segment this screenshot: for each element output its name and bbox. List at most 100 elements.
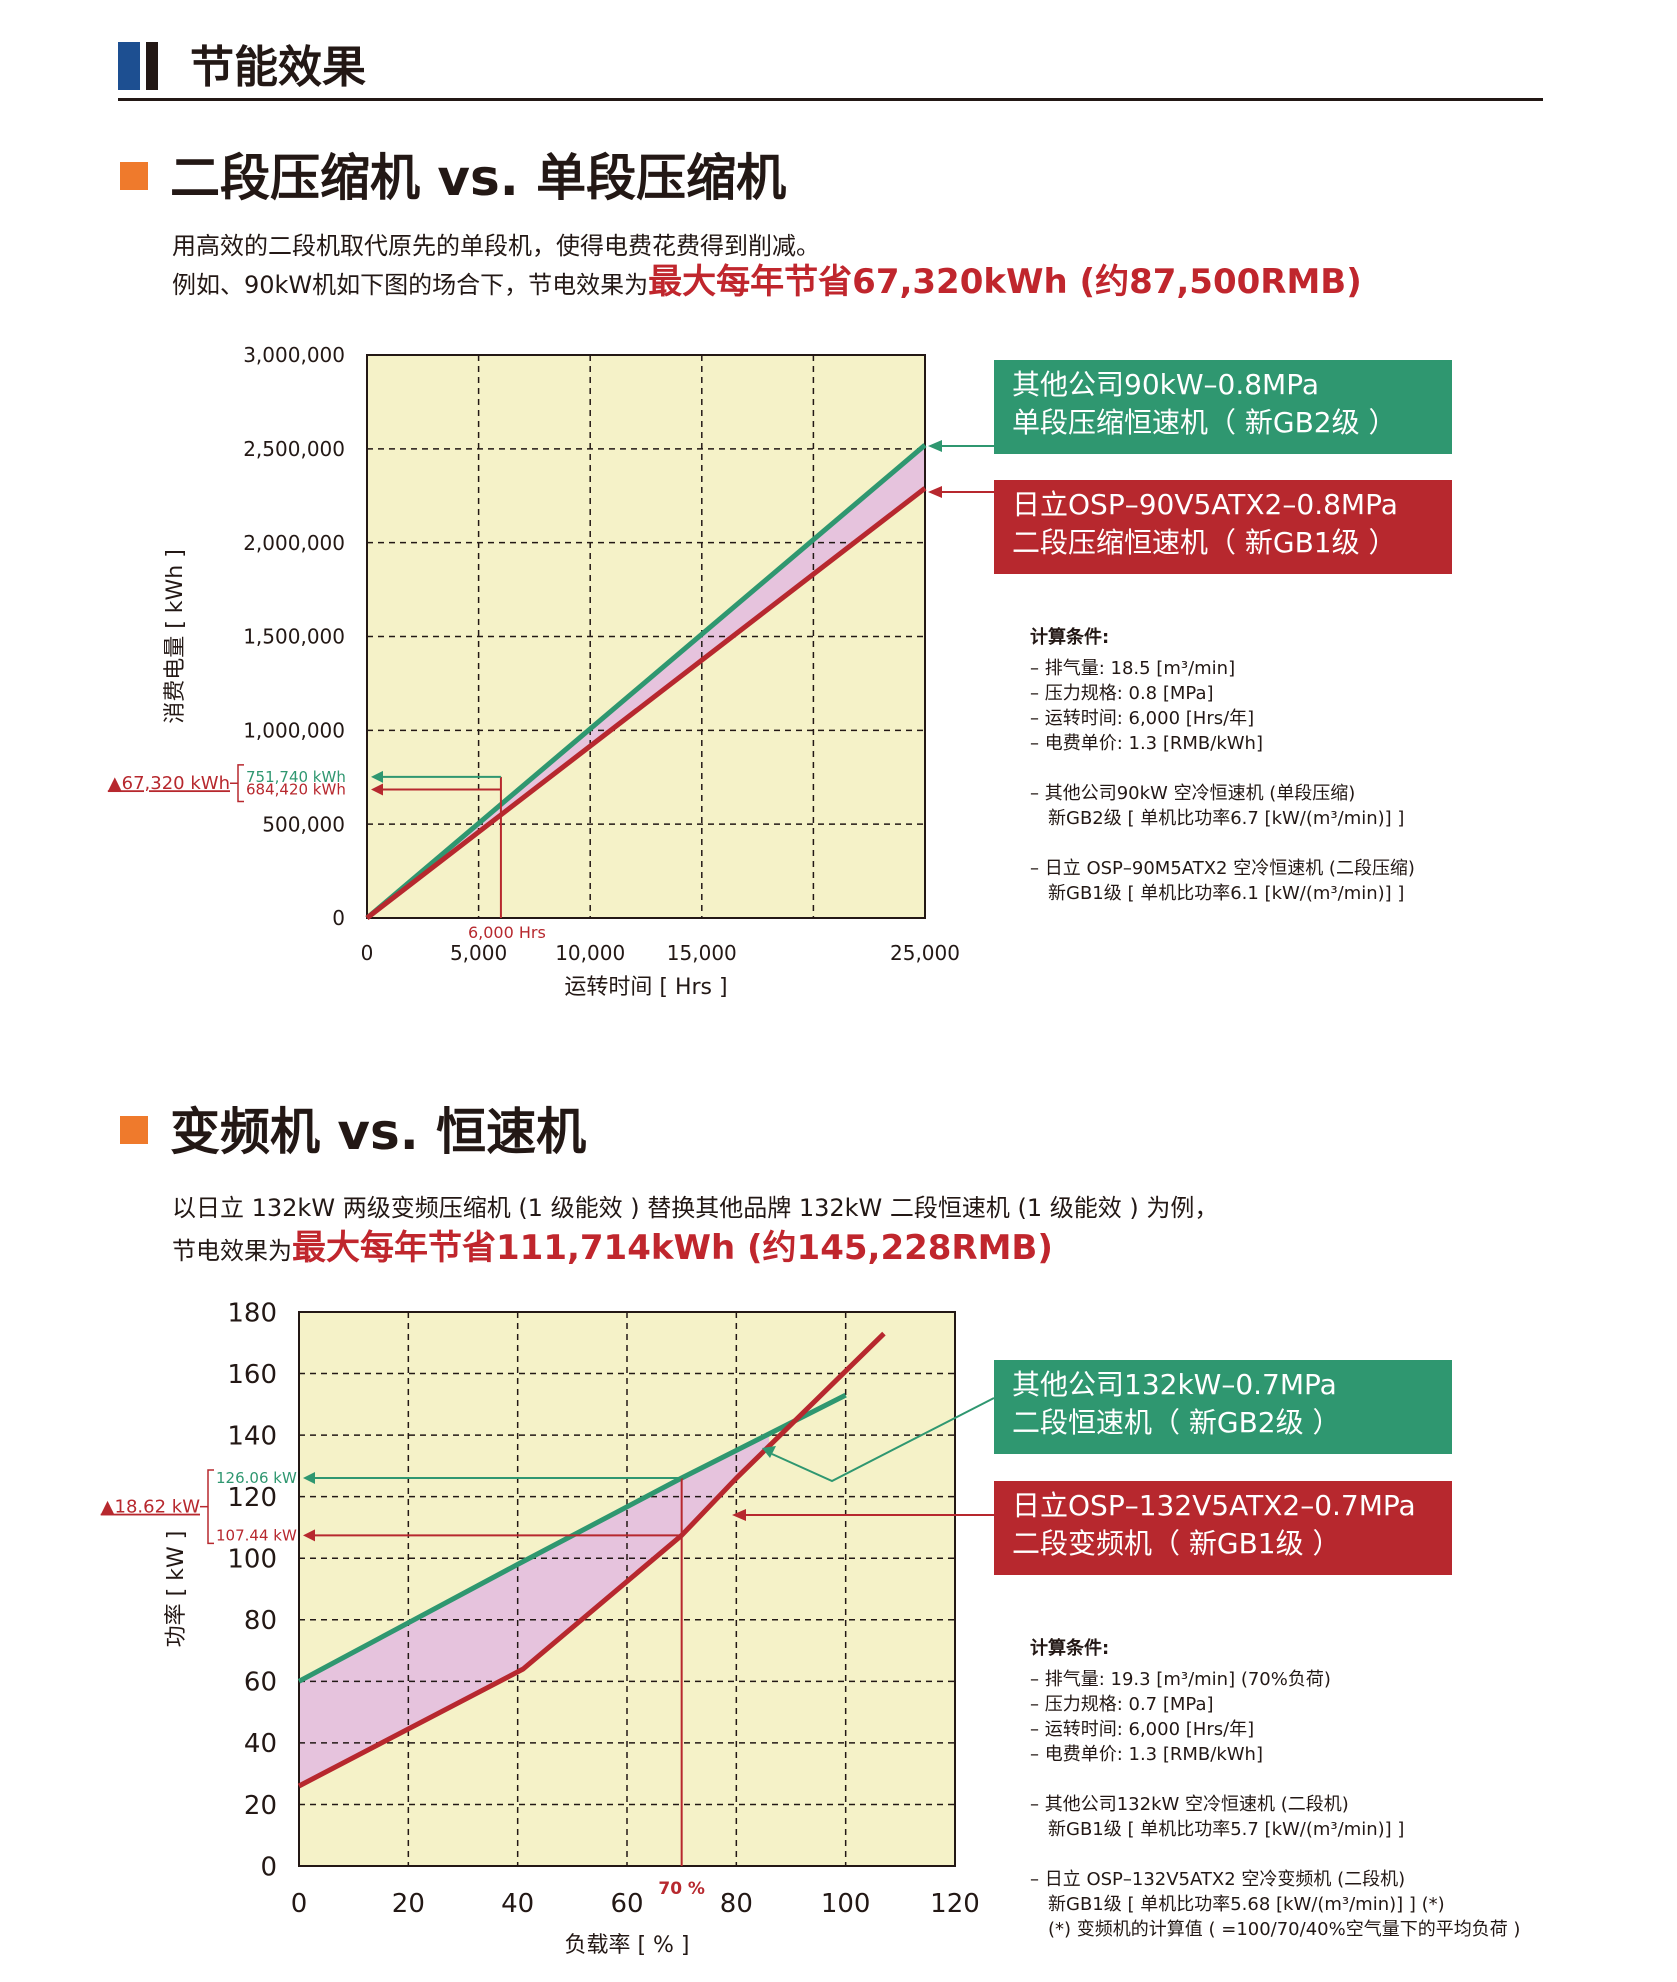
conditions2-item: – 运转时间: 6,000 [Hrs/年] [1030,1719,1255,1740]
orange-square-icon [120,161,148,190]
chart2-x-tick-label: 120 [930,1889,980,1919]
chart2-y-tick-label: 160 [227,1360,277,1390]
conditions2-other-1: – 其他公司132kW 空冷恒速机 (二段机) [1030,1794,1349,1815]
chart2-legend-green-line2: 二段恒速机（ 新GB2级 ） [1012,1406,1341,1439]
chart2-legend-red-line1: 日立OSP–132V5ATX2–0.7MPa [1012,1489,1416,1522]
chart2-green-arrowhead [303,1472,315,1485]
conditions2-item: – 压力规格: 0.7 [MPa] [1030,1694,1214,1715]
chart2-y-tick-label: 60 [244,1668,277,1698]
chart1-legend-red: 日立OSP–90V5ATX2–0.8MPa 二段压缩恒速机（ 新GB1级 ） [994,480,1452,574]
chart2-x-tick-label: 20 [392,1889,425,1919]
chart2-y-tick-label: 0 [260,1852,277,1882]
section1-line1: 用高效的二段机取代原先的单段机，使得电费花费得到削减。 [172,232,820,260]
conditions1-item: – 压力规格: 0.8 [MPa] [1030,683,1214,704]
chart2-x-tick-label: 60 [610,1889,643,1919]
section1-title-text: 二段压缩机 vs. 单段压缩机 [170,149,787,207]
chart2-red-arrowhead [303,1529,315,1542]
chart2-plot-border [298,1311,956,1867]
conditions1-item: – 排气量: 18.5 [m³/min] [1030,658,1236,679]
chart2-y-axis-title: 功率 [ kW ] [164,1531,189,1648]
chart1-red-arrowhead [371,783,383,796]
chart1-legend-green-line1: 其他公司90kW–0.8MPa [1012,368,1320,401]
conditions2-hitachi-2: 新GB1级 [ 单机比功率5.68 [kW/(m³/min)] ] (*) [1048,1894,1445,1915]
chart2-conditions: 计算条件: – 排气量: 19.3 [m³/min] (70%负荷) – 压力规… [1030,1636,1520,1942]
chart1-y-tick-label: 1,500,000 [243,625,345,649]
section2-line2: 节电效果为最大每年节省111,714kWh (约145,228RMB) [172,1230,1218,1269]
section2-intro: 以日立 132kW 两级变频压缩机 (1 级能效 ) 替换其他品牌 132kW … [172,1190,1218,1269]
chart2-bracket [207,1469,214,1545]
chart2-legend-red: 日立OSP–132V5ATX2–0.7MPa 二段变频机（ 新GB1级 ） [994,1481,1452,1575]
conditions2-other-2: 新GB1级 [ 单机比功率5.7 [kW/(m³/min)] ] [1048,1819,1405,1840]
orange-square-icon [120,1115,148,1144]
chart1-legend-green-leader-head [928,440,942,452]
chart2-savings-area [299,1433,770,1786]
conditions2-title: 计算条件: [1030,1638,1110,1659]
chart2-x-tick-label: 0 [291,1889,308,1919]
chart1-x-axis-title: 运转时间 [ Hrs ] [564,975,727,1000]
chart2-green-value-label: 126.06 kW [216,1469,297,1487]
conditions1-item: – 电费单价: 1.3 [RMB/kWh] [1030,733,1263,754]
chart2-y-tick-label: 180 [227,1298,277,1328]
chart2-x-tick-label: 80 [720,1889,753,1919]
chart2-y-tick-label: 20 [244,1791,277,1821]
chart1-plot-border [366,354,926,919]
chart2-marker-x-label: 70 % [658,1879,705,1899]
chart1-y-tick-label: 500,000 [262,812,345,836]
chart1-x-tick-label: 10,000 [555,941,625,965]
chart2-y-tick-label: 80 [244,1606,277,1636]
chart1-green-arrowhead [371,770,383,783]
chart1-x-tick-label: 5,000 [450,941,507,965]
chart1-legend-red-leader-head [928,486,942,498]
chart2-y-tick-label: 40 [244,1729,277,1759]
chart2-x-axis-title: 负载率 [ % ] [564,1933,689,1958]
chart1-y-tick-label: 2,500,000 [243,437,345,461]
chart2-y-tick-label: 120 [227,1483,277,1513]
chart2-x-tick-label: 100 [821,1889,871,1919]
chart2-red-value-label: 107.44 kW [216,1526,297,1544]
chart1-y-axis-title: 消费电量 [ kWh ] [163,549,188,724]
chart2-legend-green-leader-head [762,1446,776,1458]
chart1-conditions: 计算条件: – 排气量: 18.5 [m³/min] – 压力规格: 0.8 [… [1030,625,1415,906]
section2-highlight: 最大每年节省111,714kWh (约145,228RMB) [292,1228,1053,1268]
chart2-x-tick-label: 40 [501,1889,534,1919]
section1-intro: 用高效的二段机取代原先的单段机，使得电费花费得到削减。 例如、90kW机如下图的… [172,228,1362,303]
chart2-legend-red-line2: 二段变频机（ 新GB1级 ） [1012,1527,1341,1560]
chart1-legend-green: 其他公司90kW–0.8MPa 单段压缩恒速机（ 新GB2级 ） [994,360,1452,454]
section1-highlight: 最大每年节省67,320kWh (约87,500RMB) [648,262,1362,302]
chart1-x-tick-label: 25,000 [890,941,960,965]
chart1-y-tick-label: 1,000,000 [243,719,345,743]
header-blue-bar [118,42,140,90]
conditions2-hitachi-1: – 日立 OSP–132V5ATX2 空冷变频机 (二段机) [1030,1869,1406,1890]
chart2-legend-green-line1: 其他公司132kW–0.7MPa [1012,1368,1337,1401]
page-title: 节能效果 [190,42,366,93]
chart2-diff-label: ▲18.62 kW [101,1497,201,1518]
chart1-y-tick-label: 2,000,000 [243,531,345,555]
conditions1-item: – 运转时间: 6,000 [Hrs/年] [1030,708,1255,729]
section2-line2-prefix: 节电效果为 [172,1237,292,1265]
chart1-red-value-label: 684,420 kWh [246,781,346,799]
chart1-marker-x-label: 6,000 Hrs [468,923,546,942]
chart1-legend-red-line2: 二段压缩恒速机（ 新GB1级 ） [1012,526,1397,559]
chart2-series-line-green [297,1392,847,1684]
chart1-legend-green-line2: 单段压缩恒速机（ 新GB2级 ） [1012,406,1397,439]
conditions1-hitachi-2: 新GB1级 [ 单机比功率6.1 [kW/(m³/min)] ] [1048,883,1405,904]
chart2-y-tick-label: 100 [227,1545,277,1575]
chart1-green-value-label: 751,740 kWh [246,768,346,786]
chart1-series-line-green [365,443,927,920]
chart1-legend-red-line1: 日立OSP–90V5ATX2–0.8MPa [1012,488,1398,521]
conditions1-title: 计算条件: [1030,627,1110,648]
conditions1-other-1: – 其他公司90kW 空冷恒速机 (单段压缩) [1030,783,1356,804]
conditions2-item: – 电费单价: 1.3 [RMB/kWh] [1030,1744,1263,1765]
conditions1-hitachi-1: – 日立 OSP–90M5ATX2 空冷恒速机 (二段压缩) [1030,858,1415,879]
chart1-y-tick-label: 3,000,000 [243,343,345,367]
chart2-y-tick-label: 140 [227,1421,277,1451]
chart2-legend-red-leader-head [732,1509,746,1521]
section1-line2: 例如、90kW机如下图的场合下，节电效果为最大每年节省67,320kWh (约8… [172,264,1362,303]
chart2-legend-green: 其他公司132kW–0.7MPa 二段恒速机（ 新GB2级 ） [994,1360,1452,1454]
conditions2-note: (*) 变频机的计算值 ( =100/70/40%空气量下的平均负荷 ) [1048,1919,1521,1940]
header-black-bar [146,42,158,90]
chart2-legend-green-leader [771,1397,995,1483]
chart1-x-tick-label: 15,000 [667,941,737,965]
page-header: 节能效果 [118,40,1543,101]
